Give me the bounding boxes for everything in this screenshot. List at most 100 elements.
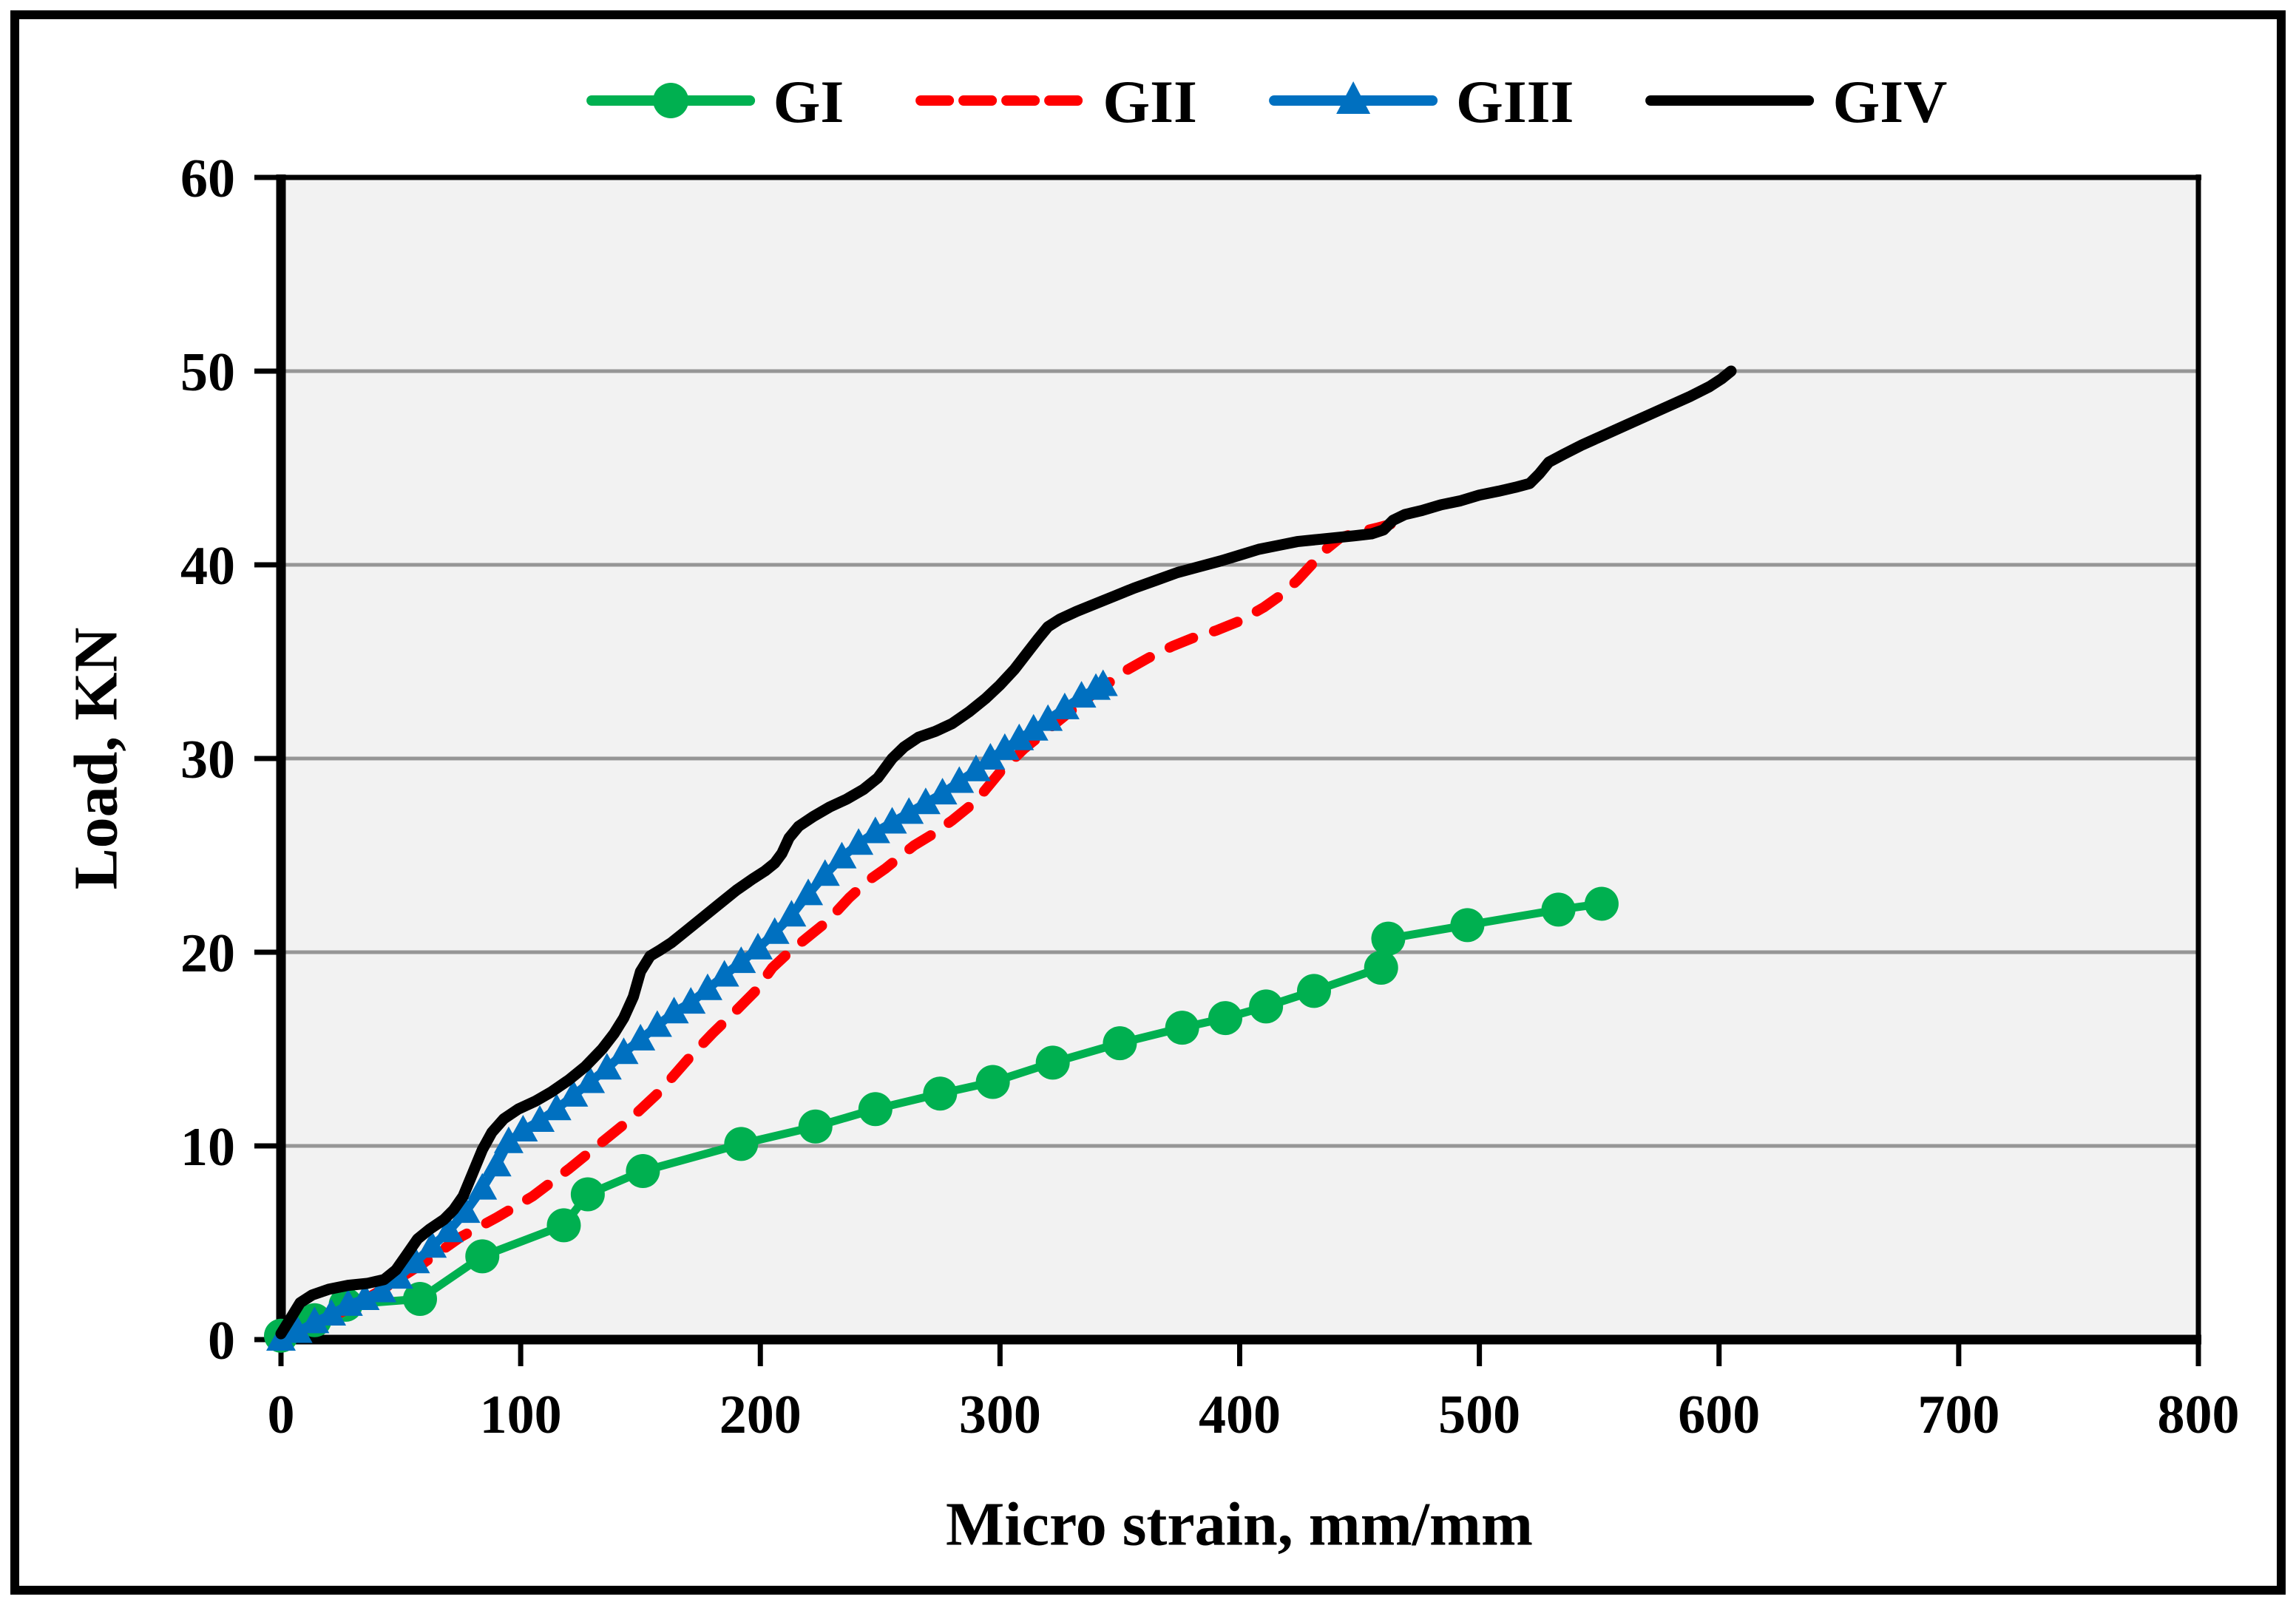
x-tick-label: 800: [2158, 1385, 2240, 1445]
legend-swatch-GIV: [1645, 95, 1815, 106]
triangle-marker: [1004, 723, 1034, 750]
series-GIV-line: [275, 365, 1737, 1340]
triangle-marker: [609, 1037, 639, 1065]
x-tick-label: 600: [1678, 1385, 1760, 1445]
y-tick-label: 40: [180, 536, 235, 597]
circle-marker: [1103, 1026, 1137, 1061]
x-tick-label: 400: [1199, 1385, 1281, 1445]
triangle-marker: [541, 1093, 572, 1121]
y-tick-label: 30: [180, 730, 235, 790]
legend-item-giv: GIV: [1645, 72, 1947, 132]
triangle-marker: [961, 754, 991, 781]
legend: GI GII GIII GIV: [586, 64, 1947, 140]
circle-marker: [1165, 1011, 1199, 1045]
triangle-marker: [975, 743, 1006, 770]
triangle-marker: [927, 778, 958, 805]
circle-marker: [1541, 892, 1576, 927]
triangle-marker: [282, 1316, 313, 1343]
legend-label-gi: GI: [773, 68, 844, 135]
circle-marker: [1450, 908, 1485, 943]
triangle-marker: [894, 797, 924, 824]
x-tick-label: 200: [719, 1385, 802, 1445]
triangle-marker: [989, 733, 1020, 760]
triangle-marker: [793, 878, 824, 906]
triangle-marker: [316, 1298, 347, 1326]
triangle-marker: [676, 987, 706, 1014]
circle-marker: [402, 1281, 437, 1316]
triangle-marker: [467, 1173, 498, 1200]
triangle-marker: [743, 932, 773, 960]
circle-marker: [923, 1076, 958, 1111]
triangle-marker: [481, 1150, 512, 1177]
circle-marker: [1371, 921, 1406, 956]
legend-item-gi: GI: [586, 72, 844, 132]
circle-marker: [724, 1127, 759, 1161]
circle-marker: [1208, 1001, 1243, 1036]
circle-marker: [1249, 989, 1284, 1024]
x-tick-label: 500: [1438, 1385, 1520, 1445]
circle-marker: [798, 1109, 833, 1144]
circle-marker: [465, 1239, 500, 1274]
y-tick-label: 20: [180, 923, 235, 984]
x-axis-title: Micro strain, mm/mm: [946, 1490, 1533, 1559]
triangle-marker: [525, 1105, 555, 1132]
triangle-marker: [642, 1010, 672, 1037]
circle-marker: [570, 1177, 605, 1212]
triangle-marker: [944, 766, 975, 793]
triangle-marker: [726, 946, 756, 974]
triangle-marker: [759, 917, 790, 944]
legend-label-gii: GII: [1103, 68, 1197, 135]
triangle-marker: [383, 1262, 413, 1289]
triangle-marker: [350, 1283, 380, 1310]
y-tick-label: 60: [180, 149, 235, 209]
x-tick-label: 0: [268, 1385, 295, 1445]
triangle-marker: [450, 1196, 481, 1224]
giv-line-swatch: [1645, 75, 1815, 130]
legend-label-giv: GIV: [1832, 68, 1948, 135]
triangle-marker: [493, 1126, 524, 1153]
legend-item-giii: GIII: [1268, 72, 1574, 132]
triangle-marker: [558, 1079, 589, 1107]
circle-marker: [858, 1092, 893, 1127]
triangle-marker: [433, 1215, 464, 1243]
triangle-marker: [626, 1023, 656, 1051]
triangle-marker: [400, 1246, 430, 1274]
triangle-marker: [659, 997, 689, 1024]
triangle-marker: [417, 1231, 447, 1258]
y-tick-label: 0: [208, 1311, 235, 1371]
legend-swatch-GIII: [1268, 81, 1437, 114]
x-tick-label: 300: [959, 1385, 1041, 1445]
gi-line-circle-swatch: [586, 75, 756, 130]
triangle-marker: [810, 859, 840, 886]
triangle-marker: [1088, 669, 1118, 696]
triangle-marker: [827, 841, 857, 869]
triangle-marker: [299, 1306, 330, 1334]
legend-label-giii: GIII: [1455, 68, 1574, 135]
x-tick-label: 700: [1917, 1385, 1999, 1445]
triangle-marker: [1033, 704, 1063, 731]
y-axis-title: Load, KN: [61, 627, 131, 890]
triangle-marker: [367, 1275, 397, 1303]
circle-marker: [1584, 886, 1619, 921]
triangle-marker: [776, 900, 807, 927]
circle-marker: [1296, 974, 1331, 1008]
legend-item-gii: GII: [915, 72, 1197, 132]
chart-outer-border: [10, 10, 2286, 1595]
y-tick-label: 10: [180, 1117, 235, 1178]
y-tick-label: 50: [180, 342, 235, 403]
triangle-marker: [508, 1115, 538, 1142]
triangle-marker: [1049, 692, 1080, 719]
circle-marker: [975, 1065, 1010, 1099]
circle-marker: [626, 1154, 660, 1189]
triangle-marker: [592, 1053, 622, 1080]
legend-swatch-GII: [915, 95, 1085, 106]
triangle-marker: [692, 973, 722, 1000]
series-GIII-markers: [266, 669, 1118, 1351]
triangle-marker: [1066, 681, 1097, 708]
circle-marker: [1035, 1045, 1070, 1080]
series-GII-line: [276, 519, 1396, 1345]
circle-marker: [1364, 950, 1398, 985]
triangle-marker: [709, 960, 739, 987]
circle-marker: [546, 1208, 581, 1243]
legend-swatch-GI: [586, 82, 755, 118]
